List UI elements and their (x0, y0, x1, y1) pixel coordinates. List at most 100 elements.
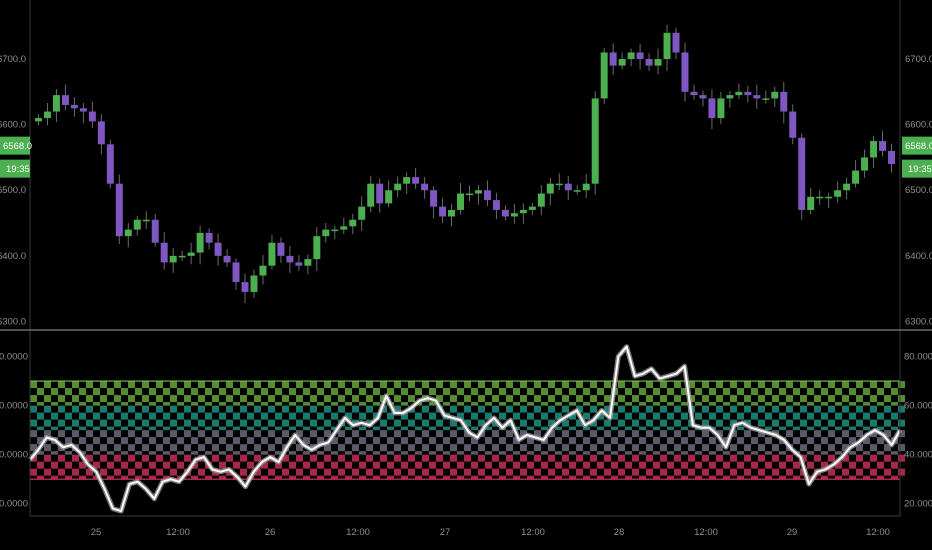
band-cell (520, 468, 527, 476)
price-tag-label: 6568.0 (3, 141, 32, 152)
band-cell (835, 402, 842, 406)
band-cell (562, 444, 569, 452)
band-cell (660, 381, 667, 389)
band-cell (457, 475, 464, 480)
band-cell (849, 426, 856, 431)
time-tick: 12:00 (346, 527, 370, 538)
band-cell (744, 405, 751, 413)
band-cell (709, 412, 716, 420)
band-cell (604, 444, 611, 452)
band-cell (275, 412, 282, 420)
band-cell (86, 395, 93, 403)
band-cell (856, 419, 863, 427)
band-cell (310, 381, 317, 389)
band-cell (590, 444, 597, 452)
band-cell (646, 381, 653, 389)
band-cell (184, 419, 191, 427)
band-cell (744, 468, 751, 476)
band-cell (814, 419, 821, 427)
band-cell (779, 388, 786, 396)
band-cell (828, 468, 835, 476)
band-cell (849, 412, 856, 420)
band-cell (639, 461, 646, 469)
band-cell (597, 475, 604, 480)
band-cell (72, 419, 79, 427)
band-cell (660, 454, 667, 462)
band-cell (520, 405, 527, 413)
band-cell (807, 388, 814, 396)
band-cell (471, 451, 478, 455)
band-cell (317, 402, 324, 406)
band-cell (884, 444, 891, 452)
band-cell (422, 430, 429, 438)
band-cell (219, 388, 226, 396)
band-cell (786, 395, 793, 403)
band-cell (709, 388, 716, 396)
band-cell (471, 388, 478, 396)
band-cell (359, 402, 366, 406)
band-cell (366, 430, 373, 438)
oscillator-tick-right: 20.0000 (904, 499, 932, 510)
band-cell (163, 461, 170, 469)
band-cell (177, 412, 184, 420)
band-cell (191, 388, 198, 396)
band-cell (800, 430, 807, 438)
band-cell (443, 451, 450, 455)
band-cell (772, 381, 779, 389)
band-cell (821, 402, 828, 406)
band-cell (79, 426, 86, 431)
candle-body (699, 95, 707, 99)
band-cell (394, 444, 401, 452)
candle-body (205, 232, 213, 243)
band-cell (338, 395, 345, 403)
band-cell (709, 437, 716, 445)
band-cell (177, 426, 184, 431)
band-cell (436, 395, 443, 403)
band-cell (716, 395, 723, 403)
band-cell (793, 426, 800, 431)
band-cell (310, 430, 317, 438)
candle-body (394, 183, 402, 191)
band-cell (821, 412, 828, 420)
band-cell (478, 468, 485, 476)
band-cell (121, 475, 128, 480)
band-cell (86, 430, 93, 438)
band-cell (86, 419, 93, 427)
candle-body (448, 209, 456, 217)
band-cell (184, 454, 191, 462)
band-cell (128, 419, 135, 427)
candle-body (483, 190, 491, 201)
band-cell (156, 395, 163, 403)
band-cell (765, 388, 772, 396)
candle-body (834, 190, 842, 197)
band-cell (471, 426, 478, 431)
band-cell (422, 454, 429, 462)
band-cell (30, 395, 37, 403)
band-cell (58, 395, 65, 403)
band-cell (632, 419, 639, 427)
band-cell (702, 444, 709, 452)
price-tick-right: 6400.0 (905, 251, 932, 262)
band-cell (275, 437, 282, 445)
candle-body (241, 282, 249, 292)
band-cell (163, 475, 170, 480)
candle-body (600, 52, 608, 99)
band-cell (793, 402, 800, 406)
band-cell (303, 475, 310, 480)
band-cell (142, 395, 149, 403)
band-cell (716, 444, 723, 452)
candle-body (519, 209, 527, 214)
band-cell (380, 419, 387, 427)
band-cell (226, 405, 233, 413)
band-cell (254, 454, 261, 462)
band-cell (163, 437, 170, 445)
band-cell (870, 454, 877, 462)
band-cell (408, 419, 415, 427)
oscillator-tick-right: 60.0000 (904, 401, 932, 412)
band-cell (576, 405, 583, 413)
band-cell (359, 426, 366, 431)
band-cell (632, 444, 639, 452)
band-cell (149, 388, 156, 396)
band-cell (555, 475, 562, 480)
